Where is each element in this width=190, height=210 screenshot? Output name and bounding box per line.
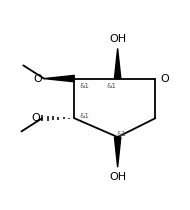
Text: OH: OH [109,172,126,182]
Text: &1: &1 [107,83,117,89]
Polygon shape [44,75,74,82]
Text: &1: &1 [79,83,89,89]
Text: O: O [33,74,42,84]
Polygon shape [114,137,121,167]
Text: O: O [31,113,40,123]
Text: &1: &1 [117,131,127,137]
Text: &1: &1 [79,113,89,119]
Text: OH: OH [109,34,126,44]
Polygon shape [114,49,121,79]
Text: O: O [160,74,169,84]
